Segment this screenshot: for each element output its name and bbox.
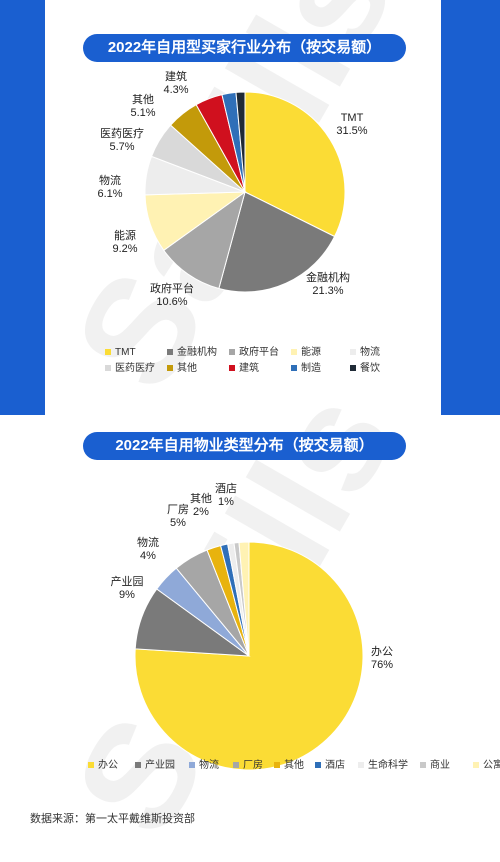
legend-label-2-9: 公寓 (483, 758, 500, 771)
slice-label-name-2-4: 厂房 (167, 503, 189, 516)
slice-label-value-2-5: 2% (193, 506, 209, 518)
slice-label-value-1-4: 9.2% (112, 243, 137, 255)
slice-label-name-2-6: 酒店 (215, 481, 237, 495)
slice-label-name-2-1: 办公 (371, 645, 393, 658)
legend-swatch-1-4 (291, 349, 297, 355)
data-source: 数据来源：第一太平戴维斯投资部 (30, 813, 195, 825)
slice-label-value-2-2: 9% (119, 589, 135, 601)
legend-swatch-2-7 (358, 762, 364, 768)
legend-label-1-3: 政府平台 (239, 345, 279, 358)
chart-1-title: 2022年自用型买家行业分布（按交易额） (83, 34, 406, 62)
slice-label-name-1-7: 其他 (132, 93, 154, 106)
slice-label-name-1-2: 金融机构 (306, 270, 350, 284)
slice-label-value-2-3: 4% (140, 550, 156, 562)
legend-label-1-1: TMT (115, 347, 136, 358)
legend-label-2-5: 其他 (284, 758, 304, 771)
legend-label-2-7: 生命科学 (368, 758, 408, 771)
slice-label-value-2-1: 76% (371, 659, 393, 671)
legend-label-2-8: 商业 (430, 758, 450, 771)
legend-label-1-8: 建筑 (239, 361, 259, 374)
legend-swatch-1-8 (229, 365, 235, 371)
slice-label-value-1-3: 10.6% (156, 296, 187, 308)
slice-label-name-2-5: 其他 (190, 492, 212, 505)
slice-label-value-1-6: 5.7% (109, 141, 134, 153)
legend-swatch-1-1 (105, 349, 111, 355)
legend-label-1-5: 物流 (360, 345, 380, 358)
legend-label-2-4: 厂房 (243, 758, 263, 771)
legend-swatch-2-8 (420, 762, 426, 768)
legend-swatch-2-2 (135, 762, 141, 768)
charts-svg: TMT31.5%金融机构21.3%政府平台10.6%能源9.2%物流6.1%医药… (88, 69, 500, 771)
slice-label-value-1-5: 6.1% (97, 188, 122, 200)
slice-label-name-1-8: 建筑 (165, 69, 187, 83)
slice-label-name-1-3: 政府平台 (150, 281, 194, 295)
legend-swatch-2-5 (274, 762, 280, 768)
pie-slice-1-1 (244, 91, 346, 238)
legend-swatch-2-9 (473, 762, 479, 768)
legend-swatch-1-7 (167, 365, 173, 371)
legend-swatch-1-5 (350, 349, 356, 355)
slice-label-name-1-4: 能源 (114, 228, 136, 242)
slice-label-value-1-2: 21.3% (312, 285, 343, 297)
legend-swatch-1-2 (167, 349, 173, 355)
legend-swatch-1-3 (229, 349, 235, 355)
pie-slice-1-10 (235, 91, 246, 193)
slice-label-value-2-4: 5% (170, 517, 186, 529)
legend-label-2-6: 酒店 (325, 758, 345, 771)
pie-slice-1-2 (218, 191, 336, 293)
legend-2: 办公 产业园 物流 厂房 其他 酒店 生命科学 商业 公寓 (88, 758, 500, 771)
legend-swatch-1-10 (350, 365, 356, 371)
legend-label-2-2: 产业园 (145, 758, 175, 771)
legend-label-2-1: 办公 (98, 758, 118, 771)
slice-label-name-1-5: 物流 (99, 173, 121, 187)
legend-label-1-7: 其他 (177, 361, 197, 374)
pie-slice-2-9 (238, 541, 250, 657)
slice-label-name-2-2: 产业园 (111, 574, 144, 588)
slice-label-value-1-7: 5.1% (130, 107, 155, 119)
legend-swatch-2-3 (189, 762, 195, 768)
chart-2-title: 2022年自用物业类型分布（按交易额） (83, 432, 406, 460)
slice-label-name-2-3: 物流 (137, 535, 159, 549)
pie-slice-2-1 (134, 541, 364, 771)
legend-label-1-9: 制造 (301, 361, 321, 374)
slice-label-value-1-8: 4.3% (163, 84, 188, 96)
legend-label-1-2: 金融机构 (177, 345, 217, 358)
legend-label-1-6: 医药医疗 (115, 361, 155, 374)
legend-label-2-3: 物流 (199, 758, 219, 771)
legend-label-1-10: 餐饮 (360, 361, 380, 374)
legend-swatch-1-9 (291, 365, 297, 371)
legend-label-1-4: 能源 (301, 345, 321, 358)
slice-label-value-1-1: 31.5% (336, 125, 367, 137)
pie-slice-1-3 (163, 190, 246, 290)
slice-label-value-2-6: 1% (218, 496, 234, 508)
legend-swatch-2-6 (315, 762, 321, 768)
legend-swatch-2-1 (88, 762, 94, 768)
legend-swatch-2-4 (233, 762, 239, 768)
slice-label-name-1-6: 医药医疗 (100, 126, 144, 140)
slice-label-name-1-1: TMT (341, 112, 364, 124)
legend-swatch-1-6 (105, 365, 111, 371)
